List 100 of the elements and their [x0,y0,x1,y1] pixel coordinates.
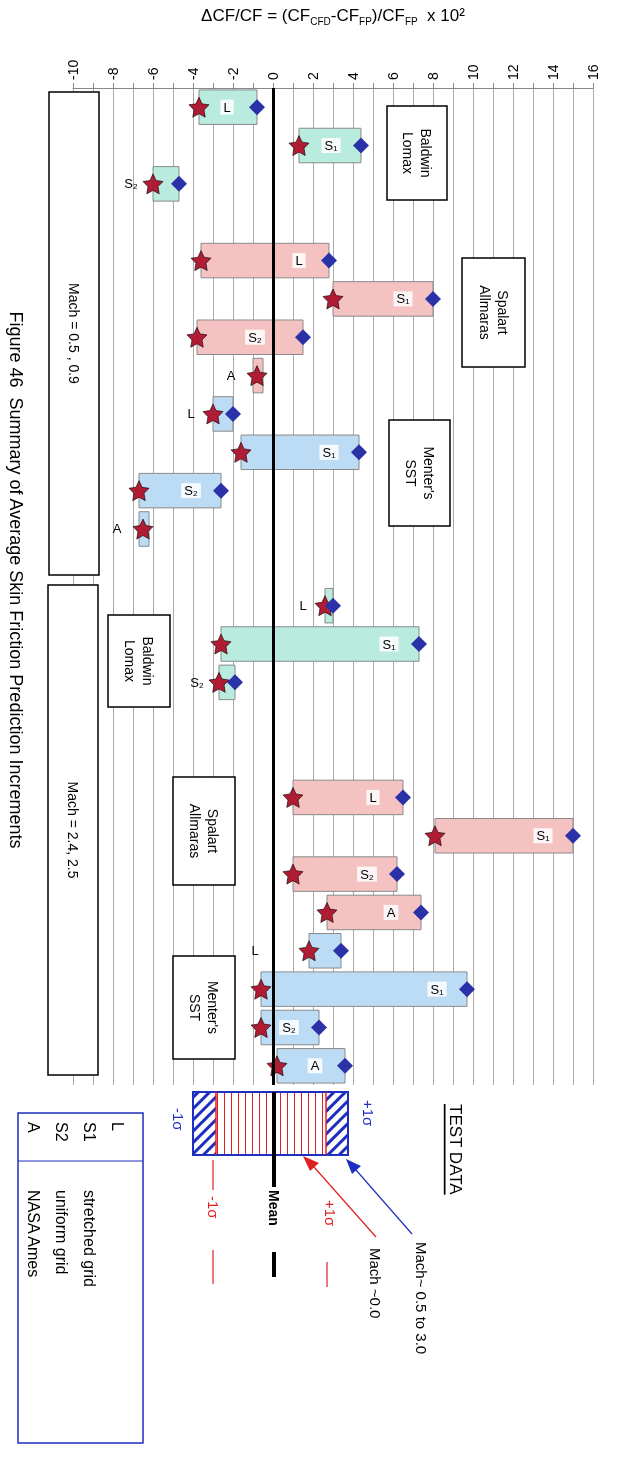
annotation: Baldwin Lomax [122,636,156,686]
annotation: Menter's SST [187,980,221,1035]
x-tick-label: 12 [505,64,521,80]
y-tick-label: S₁ [536,828,551,844]
bar [240,434,360,471]
annotation: Spalart Allmaras [476,285,511,340]
point [353,137,369,154]
point [202,403,224,425]
bar [332,281,434,317]
bar [196,319,304,356]
point [321,252,337,269]
text: Mach~ 0.5 to 3.0 [412,1242,430,1355]
point [351,444,367,461]
point [337,1057,353,1074]
point [424,825,446,847]
point [188,96,210,118]
point [316,902,338,923]
x-tick-label: 0 [265,72,281,80]
point [132,518,154,540]
y-tick-label: L [295,253,303,269]
point [565,827,581,844]
text: +1σ [321,1200,339,1228]
point [171,175,187,192]
text: +1σ [359,1100,377,1128]
bar [292,856,398,892]
bar [200,242,330,279]
point [413,904,429,921]
y-tick-label: L [187,406,195,422]
point [298,940,320,962]
point [395,789,411,806]
y-tick-label: S₂ [184,483,198,499]
point [389,866,405,883]
annotation: Mach = 2.4, 2.5 [65,781,81,879]
x-tick-label: 8 [425,72,441,80]
bar [434,817,574,854]
x-tick-label: -10 [65,59,81,80]
bar [220,626,420,662]
text: Mach ~0.0 [366,1248,384,1319]
annotation: Menter's SST [402,446,437,500]
x-tick-label: 2 [305,72,321,80]
y-tick-label: S₂ [282,1019,296,1035]
text: -1σ [169,1108,187,1132]
point [459,981,475,998]
text: Figure 46 Summary of Average Skin Friction Prediction Increments [6,311,26,849]
point [249,99,265,116]
point [208,672,230,693]
point [425,290,441,307]
annotation: Mach = 0.5 , 0.9 [66,283,82,385]
bar [292,779,404,816]
point [411,636,427,653]
point [311,1019,327,1036]
x-tick-label: -6 [145,67,161,80]
text: NASA Ames [24,1190,42,1278]
bar [326,894,422,931]
y-tick-label: S₁ [396,291,411,307]
point [246,365,268,386]
x-tick-label: 16 [585,64,601,80]
point [225,405,241,422]
point [333,942,349,959]
point [186,326,208,348]
point [295,329,311,346]
y-tick-label: S₂ [360,866,374,882]
y-tick-label: S₁ [324,138,339,154]
point [128,480,150,501]
point [282,787,304,808]
x-tick-label: 10 [465,64,481,80]
y-tick-label: S₂ [190,674,204,690]
point [288,135,310,156]
annotation: Baldwin Lomax [400,128,434,178]
x-tick-label: 6 [385,72,401,80]
x-tick-label: 4 [345,72,361,80]
x-tick-label: -2 [225,67,241,80]
x-tick-label: 14 [545,64,561,80]
point [210,633,232,655]
y-tick-label: S₂ [124,176,138,192]
text: TEST DATA [445,1104,465,1196]
point [230,441,252,463]
point [325,597,341,614]
text: A [24,1122,42,1133]
annotation: Spalart Allmaras [187,803,221,859]
bar [260,971,468,1007]
point [250,1017,272,1038]
y-tick-label: S₁ [430,981,445,997]
point [282,863,304,885]
y-tick-label: S₂ [248,329,262,345]
x-tick-label: -8 [105,67,121,80]
text: -1σ [204,1196,222,1220]
y-tick-label: S₁ [382,636,397,652]
text: S2 [52,1122,70,1142]
x-tick-label: -4 [185,67,201,80]
text: stretched grid [80,1190,98,1287]
bar [276,1048,346,1084]
text: L [108,1122,126,1131]
y-tick-label: S₁ [322,444,337,460]
point [250,978,272,1000]
point [190,250,212,271]
point [322,288,344,310]
text: uniform grid [52,1190,70,1275]
point [213,482,229,499]
point [142,173,164,195]
